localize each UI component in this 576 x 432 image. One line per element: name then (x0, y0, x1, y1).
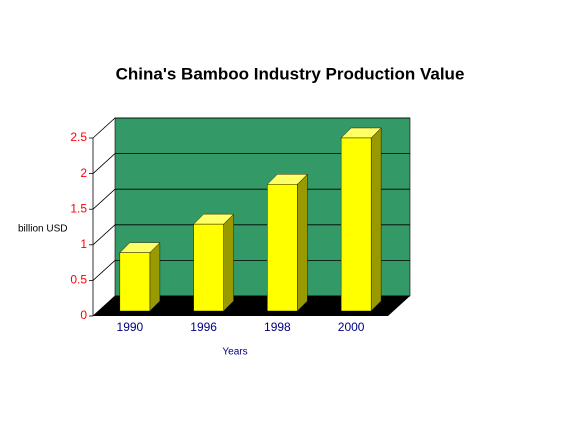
bar-side (223, 213, 234, 312)
x-tick-label: 1996 (190, 320, 217, 334)
side-grid-line (92, 188, 116, 210)
bar (119, 252, 151, 312)
chart-title: China's Bamboo Industry Production Value (116, 64, 465, 83)
bar-side (297, 173, 308, 312)
bar-side (149, 242, 161, 312)
y-tick-label: 0.5 (70, 273, 87, 287)
y-tick-label: 2.5 (70, 130, 87, 144)
floor (93, 296, 410, 316)
bar (193, 223, 224, 312)
y-tick-label: 0 (80, 308, 87, 322)
side-grid-line (92, 295, 116, 317)
bar (267, 184, 298, 312)
x-tick-label: 2000 (338, 320, 365, 334)
side-grid-line (92, 224, 116, 246)
side-grid-line (92, 260, 116, 281)
x-tick-label: 1998 (264, 320, 291, 334)
y-tick-label: 1 (80, 237, 87, 251)
x-axis-label: Years (222, 347, 247, 358)
x-tick-label: 1990 (117, 320, 144, 334)
y-tick-label: 2 (80, 166, 87, 180)
side-grid-line (92, 117, 116, 139)
y-axis-label: billion USD (18, 224, 67, 235)
bar-side (370, 127, 382, 312)
y-tick-label: 1.5 (70, 201, 87, 215)
side-grid-line (92, 153, 116, 174)
bar (340, 137, 372, 312)
